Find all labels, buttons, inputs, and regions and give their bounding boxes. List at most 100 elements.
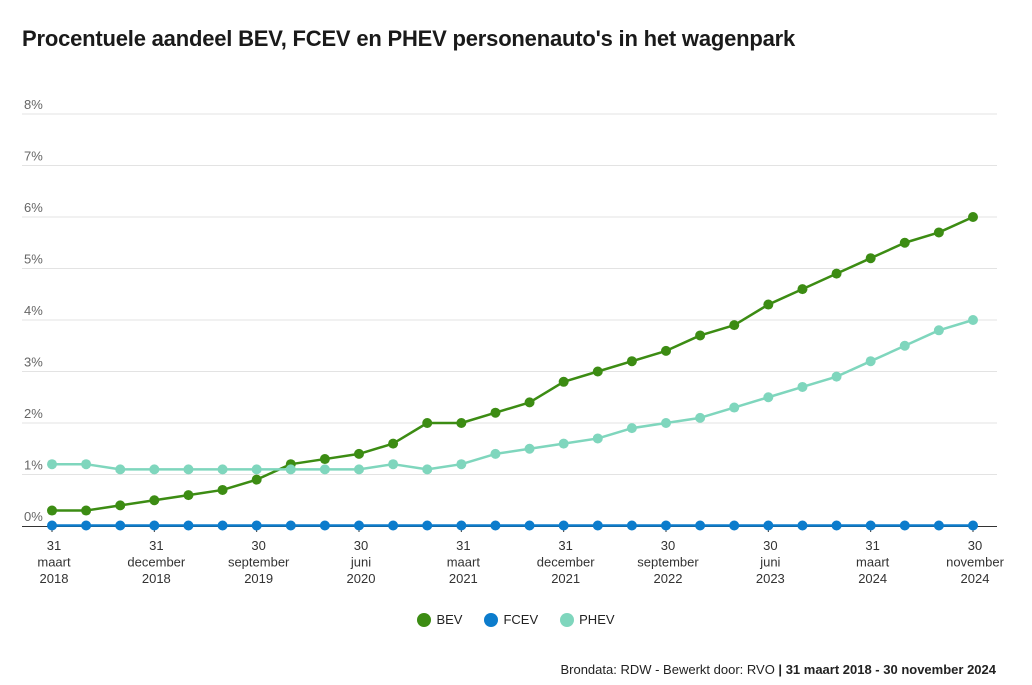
x-tick-label: 30 november 2024: [946, 538, 1004, 586]
data-point-bev[interactable]: [354, 448, 364, 459]
footer-period: 31 maart 2018 - 30 november 2024: [785, 662, 996, 677]
data-point-bev[interactable]: [81, 505, 92, 516]
data-point-fcev[interactable]: [729, 520, 740, 531]
data-point-fcev[interactable]: [149, 520, 160, 531]
x-tick-label: 31 december 2021: [537, 538, 595, 586]
data-point-fcev[interactable]: [319, 520, 330, 531]
data-point-fcev[interactable]: [865, 520, 876, 531]
data-point-bev[interactable]: [217, 484, 228, 495]
footer-separator: |: [774, 662, 786, 677]
data-point-bev[interactable]: [422, 418, 433, 428]
series-bev: [47, 212, 978, 516]
data-point-phev[interactable]: [149, 464, 160, 475]
data-point-phev[interactable]: [422, 464, 433, 475]
data-point-fcev[interactable]: [388, 520, 399, 531]
legend-dot: [417, 612, 432, 627]
data-point-phev[interactable]: [81, 459, 92, 470]
data-point-bev[interactable]: [490, 407, 501, 418]
data-point-bev[interactable]: [183, 490, 194, 501]
data-point-bev[interactable]: [695, 330, 706, 341]
data-point-phev[interactable]: [865, 356, 876, 367]
data-point-fcev[interactable]: [115, 520, 126, 531]
data-point-fcev[interactable]: [183, 520, 194, 531]
data-point-bev[interactable]: [865, 253, 876, 264]
data-point-fcev[interactable]: [490, 520, 501, 531]
data-point-bev[interactable]: [661, 345, 671, 356]
data-point-phev[interactable]: [388, 459, 399, 470]
data-point-phev[interactable]: [831, 371, 842, 382]
data-point-phev[interactable]: [319, 464, 330, 475]
data-point-bev[interactable]: [763, 299, 774, 310]
data-point-bev[interactable]: [47, 505, 57, 516]
data-point-fcev[interactable]: [422, 520, 433, 531]
data-point-bev[interactable]: [456, 418, 467, 428]
x-tick-label: 30 juni 2020: [347, 538, 376, 586]
data-point-phev[interactable]: [592, 433, 603, 444]
data-point-fcev[interactable]: [695, 520, 706, 531]
x-tick-label: 30 juni 2023: [756, 538, 785, 586]
data-point-fcev[interactable]: [524, 520, 535, 531]
data-point-fcev[interactable]: [661, 520, 671, 531]
data-point-fcev[interactable]: [968, 520, 978, 531]
data-point-fcev[interactable]: [933, 520, 944, 531]
data-point-bev[interactable]: [115, 500, 126, 511]
data-point-fcev[interactable]: [285, 520, 296, 531]
data-point-phev[interactable]: [183, 464, 194, 475]
data-point-phev[interactable]: [763, 392, 774, 403]
data-point-phev[interactable]: [899, 340, 910, 351]
line-chart: 0% 1% 2% 3% 4% 5% 6% 7% 8% 31 maart 2018 31 december…: [22, 97, 1005, 586]
data-point-phev[interactable]: [354, 464, 364, 475]
data-point-phev[interactable]: [661, 418, 671, 428]
data-point-phev[interactable]: [115, 464, 126, 475]
data-point-bev[interactable]: [729, 320, 740, 331]
data-point-fcev[interactable]: [626, 520, 637, 531]
data-point-fcev[interactable]: [354, 520, 364, 531]
data-point-bev[interactable]: [831, 268, 842, 279]
data-point-phev[interactable]: [933, 325, 944, 336]
data-point-phev[interactable]: [524, 443, 535, 454]
data-point-bev[interactable]: [149, 495, 160, 506]
data-point-bev[interactable]: [592, 366, 603, 377]
data-point-bev[interactable]: [968, 212, 978, 222]
data-point-fcev[interactable]: [47, 520, 57, 531]
data-point-phev[interactable]: [490, 448, 501, 459]
data-point-phev[interactable]: [217, 464, 228, 475]
data-point-bev[interactable]: [899, 237, 910, 248]
data-point-bev[interactable]: [319, 454, 330, 465]
x-tick-label: 30 september 2019: [228, 538, 290, 586]
data-point-phev[interactable]: [558, 438, 569, 449]
data-point-phev[interactable]: [47, 459, 57, 470]
data-point-fcev[interactable]: [558, 520, 569, 531]
series-line-phev: [52, 318, 974, 471]
data-point-phev[interactable]: [695, 412, 706, 423]
data-point-phev[interactable]: [285, 464, 296, 475]
legend-item-bev[interactable]: BEV: [417, 612, 462, 627]
legend-item-phev[interactable]: PHEV: [560, 612, 615, 627]
data-point-bev[interactable]: [524, 397, 535, 408]
data-point-fcev[interactable]: [81, 520, 92, 531]
data-point-phev[interactable]: [797, 381, 808, 392]
data-point-phev[interactable]: [456, 459, 467, 470]
data-point-bev[interactable]: [933, 227, 944, 238]
data-point-phev[interactable]: [968, 315, 978, 325]
y-tick-label: 0%: [24, 509, 43, 524]
data-point-fcev[interactable]: [899, 520, 910, 531]
y-tick-label: 2%: [24, 406, 43, 421]
data-point-fcev[interactable]: [217, 520, 228, 531]
data-point-fcev[interactable]: [763, 520, 774, 531]
data-point-fcev[interactable]: [797, 520, 808, 531]
data-point-bev[interactable]: [251, 474, 262, 485]
data-point-fcev[interactable]: [251, 520, 262, 531]
data-point-fcev[interactable]: [831, 520, 842, 531]
data-point-phev[interactable]: [626, 423, 637, 434]
data-point-phev[interactable]: [729, 402, 740, 413]
data-point-bev[interactable]: [626, 356, 637, 367]
data-point-bev[interactable]: [797, 284, 808, 295]
data-point-bev[interactable]: [558, 376, 569, 387]
data-point-fcev[interactable]: [456, 520, 467, 531]
series-phev: [47, 315, 978, 475]
data-point-fcev[interactable]: [592, 520, 603, 531]
data-point-phev[interactable]: [251, 464, 262, 475]
data-point-bev[interactable]: [388, 438, 399, 449]
legend-item-fcev[interactable]: FCEV: [484, 612, 538, 627]
